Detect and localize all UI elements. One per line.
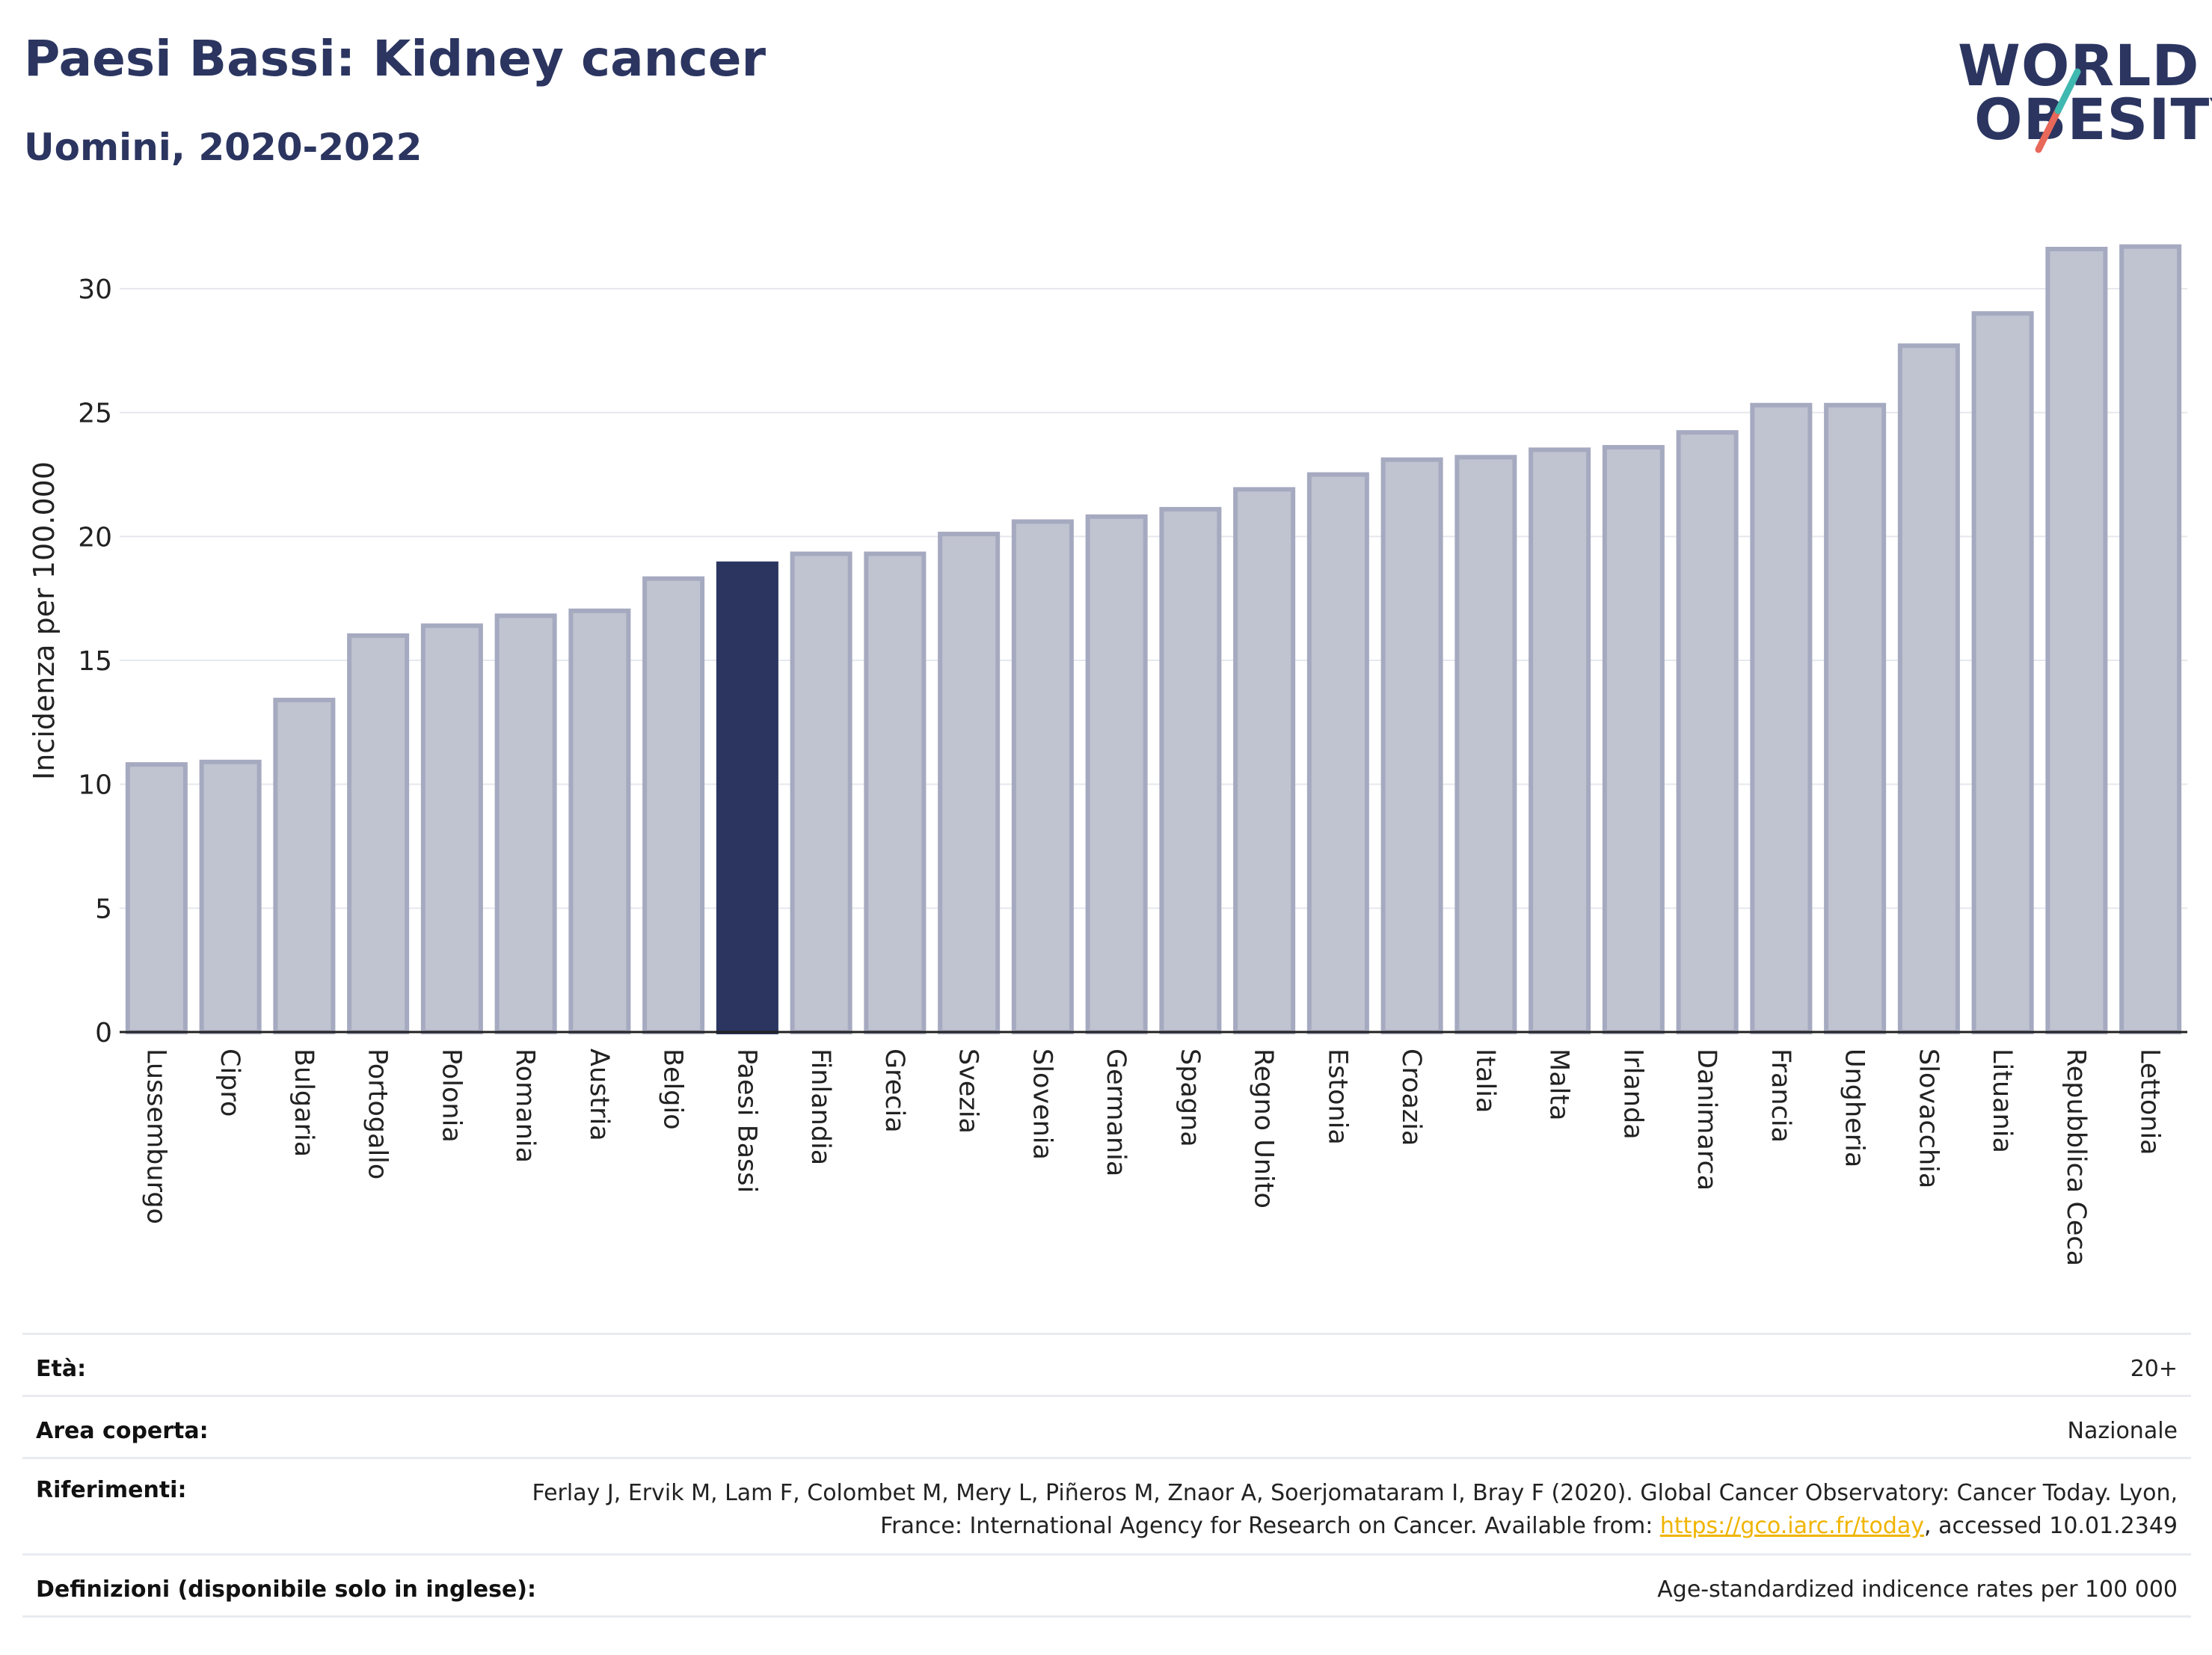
category-label: Slovenia	[1027, 1048, 1057, 1160]
category-label: Francia	[1766, 1048, 1795, 1143]
references-text: Ferlay J, Ervik M, Lam F, Colombet M, Me…	[532, 1480, 2178, 1539]
footer-row-references: Riferimenti: Ferlay J, Ervik M, Lam F, C…	[22, 1457, 2191, 1553]
bar-romania	[494, 613, 557, 1034]
bar-finlandia	[790, 551, 852, 1034]
references-value: Ferlay J, Ervik M, Lam F, Colombet M, Me…	[458, 1477, 2178, 1543]
category-label: Spagna	[1175, 1048, 1205, 1147]
references-label: Riferimenti:	[36, 1477, 187, 1503]
bar-paesi-bassi	[716, 561, 778, 1034]
category-label: Regno Unito	[1249, 1048, 1279, 1209]
bar-lituania	[1971, 311, 2034, 1034]
references-accessed: , accessed 10.01.2349	[1924, 1513, 2178, 1539]
category-label: Paesi Bassi	[731, 1048, 761, 1193]
logo-line-2: OBESITY	[1974, 86, 2212, 153]
bar-slovenia	[1011, 519, 1074, 1034]
bar-slovacchia	[1897, 343, 1960, 1034]
y-tick-label: 0	[95, 1018, 112, 1048]
references-link[interactable]: https://gco.iarc.fr/today	[1659, 1513, 1925, 1539]
bar-lussemburgo	[125, 762, 188, 1034]
category-label: Malta	[1544, 1048, 1574, 1121]
footer-row-area: Area coperta: Nazionale	[22, 1395, 2191, 1457]
y-axis-label: Incidenza per 100.000	[28, 461, 61, 780]
category-label: Repubblica Ceca	[2061, 1048, 2091, 1266]
chart-title: Paesi Bassi: Kidney cancer	[24, 30, 766, 87]
category-labels: Lussemburgo Cipro Bulgaria Portogallo Poloni…	[141, 1048, 2164, 1266]
bar-austria	[568, 608, 631, 1034]
category-label: Danimarca	[1692, 1048, 1721, 1191]
info-footer: Età: 20+ Area coperta: Nazionale Riferim…	[22, 1333, 2191, 1618]
bar-danimarca	[1676, 430, 1739, 1034]
bar-irlanda	[1602, 445, 1665, 1034]
bar-croazia	[1380, 457, 1443, 1034]
category-label: Lettonia	[2135, 1048, 2165, 1155]
definitions-value: Age-standardized indicence rates per 100…	[1657, 1576, 2178, 1603]
age-label: Età:	[36, 1356, 87, 1382]
bar-malta	[1529, 447, 1591, 1034]
logo-line-1: WORLD	[1958, 32, 2200, 99]
footer-row-definitions: Definizioni (disponibile solo in inglese…	[22, 1553, 2191, 1618]
y-tick-label: 30	[78, 274, 112, 305]
category-label: Portogallo	[363, 1048, 393, 1179]
footer-row-age: Età: 20+	[22, 1333, 2191, 1395]
bar-grecia	[864, 551, 927, 1034]
y-tick-label: 10	[78, 770, 112, 801]
y-tick-label: 25	[78, 399, 112, 429]
age-value: 20+	[2130, 1356, 2178, 1382]
category-label: Finlandia	[805, 1048, 835, 1165]
bar-belgio	[642, 576, 705, 1034]
category-label: Italia	[1470, 1048, 1500, 1113]
category-label: Svezia	[953, 1048, 983, 1134]
category-label: Polonia	[436, 1048, 466, 1143]
category-label: Grecia	[879, 1048, 909, 1133]
bar-spagna	[1159, 506, 1222, 1034]
bar-repubblica-ceca	[2045, 246, 2108, 1034]
bar-ungheria	[1824, 402, 1887, 1034]
area-value: Nazionale	[2067, 1418, 2178, 1444]
bar-lettonia	[2119, 244, 2182, 1034]
definitions-label: Definizioni (disponibile solo in inglese…	[36, 1576, 536, 1603]
bar-estonia	[1306, 472, 1369, 1034]
y-tick-label: 5	[95, 894, 112, 924]
category-label: Estonia	[1322, 1048, 1352, 1145]
category-label: Germania	[1101, 1048, 1131, 1176]
bar-bulgaria	[273, 698, 336, 1034]
bars	[120, 244, 2187, 1034]
category-label: Lituania	[1987, 1048, 2017, 1153]
y-tick-label: 20	[78, 522, 112, 553]
category-label: Croazia	[1396, 1048, 1426, 1146]
world-obesity-logo: WORLD OBESITY	[1952, 30, 2212, 161]
bar-portogallo	[347, 633, 410, 1034]
area-label: Area coperta:	[36, 1418, 209, 1444]
category-label: Ungheria	[1840, 1048, 1870, 1167]
bar-cipro	[199, 759, 262, 1034]
category-label: Lussemburgo	[141, 1048, 170, 1224]
category-label: Cipro	[215, 1048, 245, 1117]
category-label: Romania	[510, 1048, 540, 1163]
bar-polonia	[420, 623, 483, 1034]
bar-chart: 0 5 10 15 20 25 30 Lussemburgo Cipro Bulgaria Por…	[28, 244, 2187, 1266]
category-label: Belgio	[658, 1048, 688, 1130]
y-tick-label: 15	[78, 646, 112, 677]
bar-francia	[1750, 402, 1813, 1034]
logo-slash-icon	[2035, 68, 2081, 153]
bar-regno-unito	[1233, 487, 1296, 1034]
y-tick-labels: 0 5 10 15 20 25 30	[78, 274, 112, 1048]
category-label: Bulgaria	[289, 1048, 319, 1157]
category-label: Irlanda	[1617, 1048, 1647, 1140]
chart-subtitle: Uomini, 2020-2022	[24, 126, 423, 169]
bar-italia	[1454, 455, 1517, 1034]
bar-svezia	[938, 532, 1001, 1034]
category-label: Slovacchia	[1913, 1048, 1943, 1188]
bar-germania	[1085, 514, 1148, 1034]
category-label: Austria	[584, 1048, 614, 1141]
